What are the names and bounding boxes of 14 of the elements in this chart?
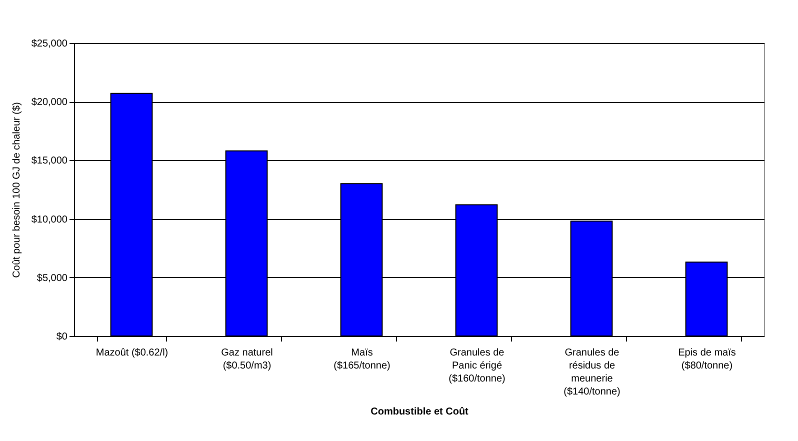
y-tick-label: $20,000 bbox=[31, 97, 68, 108]
y-tick-label: $10,000 bbox=[31, 214, 68, 226]
x-tick-label: Epis de maïs ($80/tonne) bbox=[678, 348, 736, 372]
y-axis-title: Coût pour besoin 100 GJ de chaleur ($) bbox=[11, 102, 22, 278]
y-tick-label: $0 bbox=[56, 332, 68, 342]
x-tick-label: Gaz naturel ($0.50/m3) bbox=[221, 348, 273, 372]
y-tick-label: $15,000 bbox=[31, 156, 68, 167]
y-tick-label: $25,000 bbox=[31, 38, 68, 50]
x-tick-label: Maïs ($165/tonne) bbox=[334, 348, 390, 372]
x-axis-title: Combustible et Coût bbox=[370, 406, 470, 418]
x-tick-label: Granules de Panic érigé ($160/tonne) bbox=[448, 348, 506, 384]
x-tick-label: Granules de résidus de meunerie ($140/tonne) bbox=[564, 348, 620, 398]
y-tick-label: $5,000 bbox=[36, 272, 68, 284]
x-tick-label: Mazoût ($0.62/l) bbox=[96, 348, 168, 358]
